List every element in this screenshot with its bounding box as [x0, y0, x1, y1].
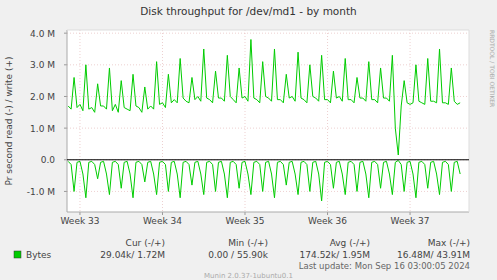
frame: [469, 30, 470, 212]
legend-value: 16.48M/ 43.91M: [397, 250, 470, 260]
legend-column-header: Cur (-/+): [126, 238, 165, 248]
x-tick-label: Week 37: [391, 216, 430, 226]
title: Disk throughput for /dev/md1 - by month: [140, 5, 356, 17]
y-tick-label: 1.0 M: [30, 124, 55, 134]
y-tick-label: 2.0 M: [30, 92, 55, 102]
legend-column-header: Max (-/+): [428, 238, 470, 248]
y-grid-line: [67, 33, 469, 34]
y-axis-line: [67, 30, 68, 212]
x-axis-line: [67, 212, 469, 213]
legend-value: 174.52k/ 1.95M: [300, 250, 370, 260]
background: [0, 0, 497, 280]
legend-label: Bytes: [26, 250, 52, 260]
x-tick-label: Week 35: [226, 216, 265, 226]
legend-column-header: Avg (-/+): [330, 238, 370, 248]
x-grid-line: [162, 30, 163, 212]
y-tick-label: -1.0 M: [27, 187, 55, 197]
x-grid-line: [245, 30, 246, 212]
x-tick-label: Week 33: [60, 216, 99, 226]
y-axis-label: Pr second read (-) / write (+): [4, 57, 14, 186]
x-grid-line: [79, 30, 80, 212]
y-grid-line: [67, 159, 469, 160]
y-grid-line: [67, 191, 469, 192]
frame: [67, 30, 469, 31]
legend-column-header: Min (-/+): [228, 238, 268, 248]
series-line: [68, 160, 460, 201]
x-tick-label: Week 34: [143, 216, 182, 226]
plot-area: [67, 30, 469, 212]
y-tick-label: 3.0 M: [30, 60, 55, 70]
watermark: RRDTOOL / TOBI OETIKER: [489, 30, 496, 107]
y-grid-line: [67, 96, 469, 97]
y-grid-line: [67, 64, 469, 65]
x-grid-line: [410, 30, 411, 212]
legend-swatch: [14, 251, 21, 258]
legend-value: 0.00 / 55.90k: [208, 250, 269, 260]
legend-value: 29.04k/ 1.72M: [100, 250, 165, 260]
footer: Last update: Mon Sep 16 03:00:05 2024: [299, 261, 470, 271]
credit: Munin 2.0.37-1ubuntu0.1: [204, 272, 293, 280]
chart: Disk throughput for /dev/md1 - by month P…: [0, 0, 497, 280]
x-grid-line: [327, 30, 328, 212]
y-tick-label: 4.0 M: [30, 29, 55, 39]
series-line: [68, 40, 460, 156]
y-grid-line: [67, 128, 469, 129]
y-tick-label: 0.0: [41, 155, 56, 165]
x-tick-label: Week 36: [308, 216, 347, 226]
zero-line: [67, 159, 469, 160]
data-group: [68, 40, 460, 201]
